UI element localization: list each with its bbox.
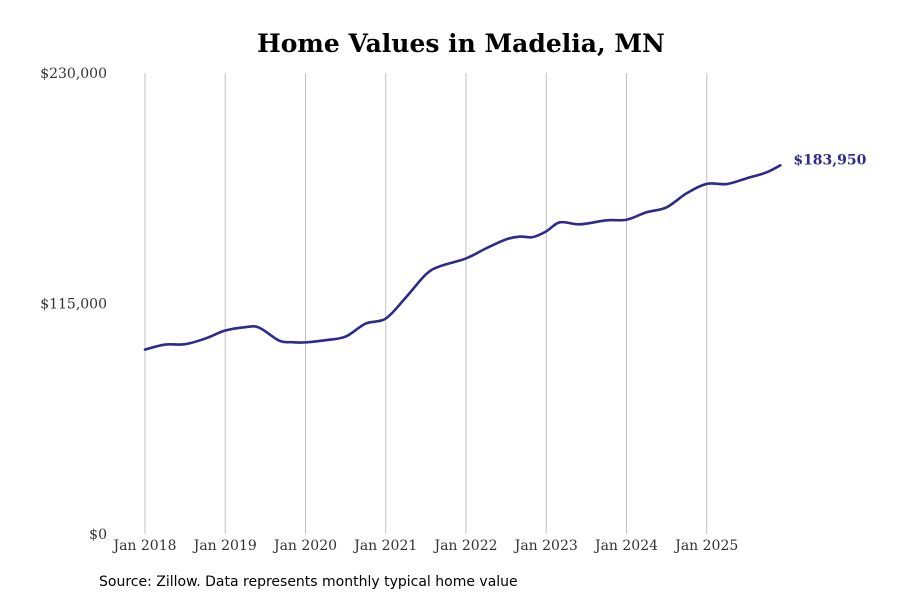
x-tick-label: Jan 2022 — [432, 538, 497, 554]
gridlines — [144, 73, 708, 534]
y-axis-ticks: $0 $115,000 $230,000 — [40, 66, 107, 543]
x-tick-label: Jan 2025 — [673, 538, 738, 554]
source-note: Source: Zillow. Data represents monthly … — [99, 574, 518, 590]
series-line — [143, 164, 782, 351]
x-tick-label: Jan 2024 — [593, 538, 658, 554]
x-axis-ticks: Jan 2018 Jan 2019 Jan 2020 Jan 2021 Jan 2022… — [111, 538, 738, 554]
x-tick-label: Jan 2023 — [513, 538, 578, 554]
end-value-label: $183,950 — [793, 152, 866, 168]
x-tick-label: Jan 2021 — [352, 538, 417, 554]
series-layer: $183,950 — [143, 152, 867, 351]
y-tick-label: $0 — [89, 527, 107, 543]
x-tick-label: Jan 2020 — [272, 538, 337, 554]
y-tick-label: $115,000 — [40, 297, 107, 313]
y-tick-label: $230,000 — [40, 66, 107, 82]
x-tick-label: Jan 2018 — [111, 538, 176, 554]
chart-title: Home Values in Madelia, MN — [257, 29, 665, 58]
x-tick-label: Jan 2019 — [192, 538, 257, 554]
